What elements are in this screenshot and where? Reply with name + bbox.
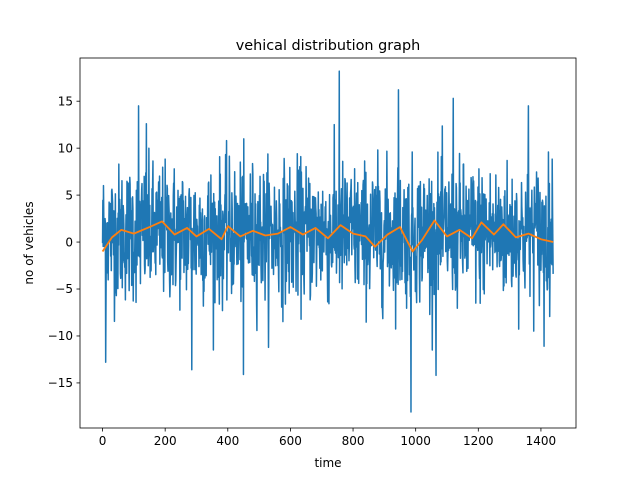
x-axis-label: time [314,456,341,470]
y-axis-label: no of vehicles [22,201,36,284]
y-tick-label: 10 [58,141,73,155]
y-tick-label: −10 [48,329,73,343]
x-tick-label: 200 [154,434,177,448]
chart-title: vehical distribution graph [236,38,421,54]
x-tick-label: 1200 [463,434,494,448]
y-tick-label: 5 [65,188,73,202]
series-line-smoothed [101,219,554,253]
y-tick-label: 0 [65,235,73,249]
y-tick-label: −5 [55,282,73,296]
x-tick-label: 600 [279,434,302,448]
x-tick-label: 0 [99,434,107,448]
y-tick-label: 15 [58,94,73,108]
plot-frame [79,57,577,429]
x-tick-label: 400 [216,434,239,448]
x-tick-label: 1400 [526,434,557,448]
series-line-raw [101,70,554,413]
x-tick-label: 1000 [400,434,431,448]
x-tick-label: 800 [342,434,365,448]
y-tick-label: −15 [48,376,73,390]
